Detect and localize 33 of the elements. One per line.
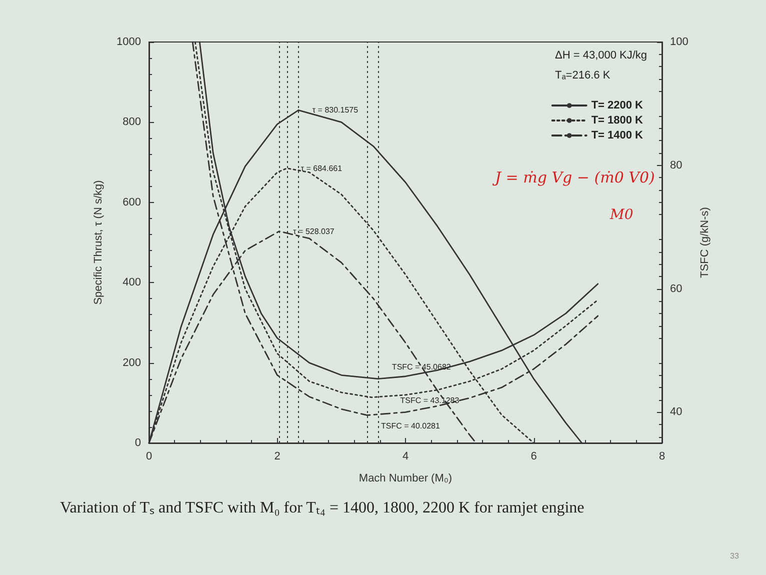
annotation: τ = 830.1575 (312, 106, 359, 115)
annotation: TSFC = 45.0682 (392, 362, 452, 372)
x-tick-label: 0 (146, 450, 152, 462)
y-tick-label: 400 (122, 276, 141, 289)
annotation: τ = 528.037 (293, 226, 335, 236)
y2-tick-label: 80 (670, 159, 682, 172)
y2-tick-label: 100 (670, 36, 688, 48)
y-axis-title: Specific Thrust, τ (N s/kg) (92, 180, 104, 305)
legend-label: T= 1400 K (591, 130, 644, 142)
text: 33 (730, 552, 740, 560)
annotation: M0 (609, 207, 634, 223)
annotation: Tₐ=216.6 K (555, 70, 611, 82)
y-tick-label: 600 (122, 196, 141, 208)
x-axis-title: Mach Number (M₀) (358, 472, 452, 484)
y-tick-label: 200 (122, 356, 141, 369)
y2-tick-label: 40 (670, 406, 682, 418)
x-tick-label: 2 (274, 450, 280, 462)
x-tick-label: 6 (530, 450, 537, 462)
y-tick-label: 0 (134, 437, 141, 449)
text: Variation of Tₛ and TSFC with M₀ for Tₜ₄ = 1400, 1800, 2200 K for ramjet engine (60, 500, 584, 516)
annotation: TSFC = 43.1283 (400, 396, 460, 405)
annotation: TSFC = 40.0281 (381, 422, 440, 431)
x-tick-label: 8 (658, 450, 666, 462)
y2-tick-label: 60 (670, 282, 682, 295)
y-tick-label: 800 (122, 116, 141, 128)
legend-label: T= 1800 K (591, 114, 644, 126)
x-tick-label: 4 (402, 450, 409, 462)
y-tick-label: 1000 (116, 36, 141, 48)
y2-axis-title: TSFC (g/kN-s) (698, 207, 711, 278)
legend-label: T= 2200 K (591, 100, 644, 112)
annotation: τ = 684.661 (300, 164, 343, 173)
annotation: J = ṁg Vg − (ṁ0 V0) (492, 168, 656, 186)
annotation: ΔH = 43,000 KJ/kg (555, 50, 648, 62)
